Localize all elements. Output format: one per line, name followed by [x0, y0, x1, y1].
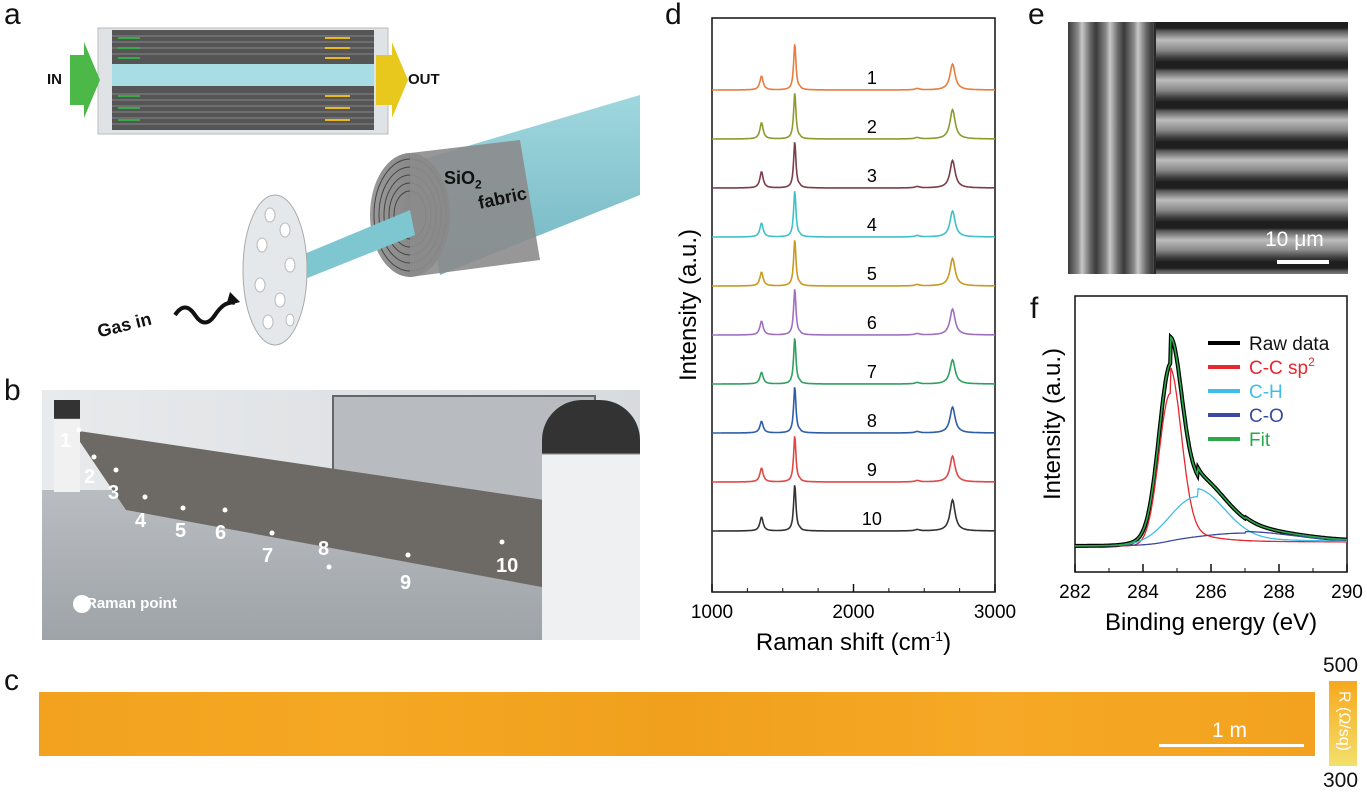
raman-spectra-chart: 1000 2000 3000 Raman shift (cm-1) Intensity …	[675, 17, 1016, 656]
panel-e-letter: e	[1028, 0, 1045, 31]
spectrum-line	[712, 93, 995, 140]
raman-point-label: 5	[175, 520, 187, 542]
raman-point-label: 1	[60, 430, 72, 452]
y-axis-label: Intensity (a.u.)	[1039, 348, 1066, 500]
person-right	[542, 400, 640, 640]
series-label: 2	[867, 117, 877, 137]
raman-legend: Raman point	[86, 595, 177, 612]
raman-point-label: 10	[496, 555, 519, 577]
legend-label: C-C sp2	[1249, 355, 1315, 379]
series-label: 1	[867, 68, 877, 88]
panel-f-letter: f	[1030, 292, 1039, 325]
raman-point-label: 7	[262, 545, 274, 567]
x-axis-label-end: )	[943, 629, 951, 656]
colorbar	[1329, 681, 1357, 766]
legend-label: Raw data	[1249, 334, 1330, 355]
spectrum-line	[712, 191, 995, 238]
fit-line	[1075, 335, 1348, 547]
panel-c-letter: c	[4, 664, 19, 697]
spectrum-line	[712, 387, 995, 434]
raman-point-label: 3	[108, 482, 120, 504]
x-tick-label: 2000	[832, 602, 874, 623]
series-label: 6	[867, 313, 877, 333]
panel-a-letter: a	[4, 0, 21, 31]
spectrum-line	[712, 44, 995, 91]
sem-scale-label: 10 μm	[1265, 228, 1324, 251]
x-axis-label: Binding energy (eV)	[1105, 609, 1317, 636]
x-tick-label: 1000	[691, 602, 733, 623]
map-scale-bar	[1159, 744, 1304, 747]
sem-scale-bar	[1277, 260, 1329, 264]
x-tick-label: 282	[1059, 582, 1091, 603]
x-axis-label-sup: -1	[931, 628, 944, 644]
panel-b-letter: b	[4, 374, 21, 407]
legend-label: C-H	[1249, 382, 1283, 403]
series-label: 4	[867, 215, 877, 235]
series-label: 3	[867, 166, 877, 186]
x-tick-label: 3000	[974, 602, 1016, 623]
in-label: IN	[47, 71, 62, 88]
panel-d-letter: d	[665, 0, 682, 31]
spectrum-line	[712, 485, 995, 532]
legend-label: C-O	[1249, 406, 1284, 427]
x-tick-label: 284	[1127, 582, 1159, 603]
colorbar-label: R (Ω/sq)	[1335, 691, 1353, 751]
resistance-map	[39, 692, 1315, 756]
raman-point-label: 9	[400, 572, 412, 594]
plot-frame	[711, 17, 996, 593]
x-tick-label: 290	[1331, 582, 1363, 603]
raman-points	[73, 427, 505, 613]
raman-point-label: 8	[318, 538, 330, 560]
series-label: 8	[867, 411, 877, 431]
series-label: 10	[862, 509, 882, 529]
xps-chart: 282 284 286 288 290 Binding energy (eV) Intens…	[1039, 295, 1363, 636]
sem-image	[1068, 22, 1348, 274]
sem-fibers-horizontal	[1156, 22, 1348, 274]
spectrum-line	[712, 142, 995, 189]
series-label: 7	[867, 362, 877, 382]
y-axis-label: Intensity (a.u.)	[675, 229, 702, 381]
x-tick-label: 286	[1195, 582, 1227, 603]
colorbar-min: 300	[1323, 769, 1359, 792]
raman-point-label: 6	[215, 522, 227, 544]
sio2-text: SiO	[444, 168, 476, 188]
x-axis-label: Raman shift (cm-1)	[756, 628, 951, 656]
person-left	[54, 400, 80, 492]
spectrum-line	[712, 338, 995, 385]
out-label: OUT	[408, 71, 440, 88]
series-label: 9	[867, 460, 877, 480]
x-tick-label: 288	[1263, 582, 1295, 603]
component-line	[1075, 367, 1347, 547]
series-label: 5	[867, 264, 877, 284]
map-scale-label: 1 m	[1212, 719, 1248, 742]
spectrum-line	[712, 240, 995, 287]
spectrum-line	[712, 436, 995, 483]
sio2-label: SiO2	[444, 168, 482, 192]
sem-fiber-vertical	[1068, 22, 1154, 274]
legend-label: Fit	[1249, 430, 1271, 451]
raman-point-label: 4	[135, 510, 147, 532]
raman-dots	[76, 427, 505, 570]
sio2-subscript: 2	[475, 177, 482, 192]
spectrum-line	[712, 289, 995, 336]
legend-label-sup: 2	[1308, 355, 1315, 369]
colorbar-max: 500	[1323, 654, 1359, 677]
reactor-schematic	[70, 27, 640, 346]
fabric-photo	[42, 390, 640, 640]
raman-point-label: 2	[84, 466, 96, 488]
